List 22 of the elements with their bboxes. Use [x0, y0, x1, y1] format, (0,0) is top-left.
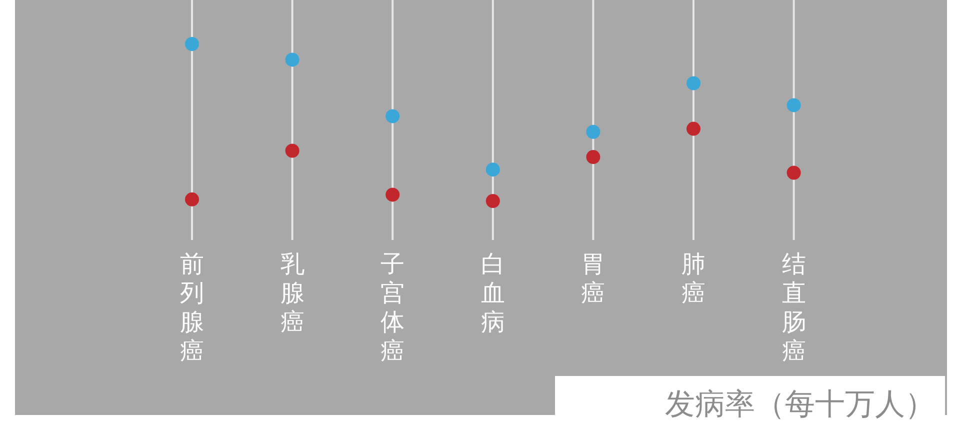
point [586, 124, 600, 139]
x-tick-label: 子宫体癌 [380, 250, 405, 365]
point [486, 194, 500, 208]
point [786, 166, 801, 180]
point [386, 188, 400, 202]
point [386, 109, 400, 124]
point [486, 162, 500, 177]
point [686, 122, 700, 136]
x-tick-label: 肺癌 [682, 250, 706, 307]
x-tick-label: 胃癌 [581, 250, 606, 307]
point [686, 76, 700, 90]
point [185, 37, 199, 51]
x-tick-label: 结直肠癌 [782, 250, 806, 365]
point [586, 150, 600, 164]
x-tick-label: 白血病 [480, 250, 505, 336]
point [185, 192, 199, 206]
point [786, 98, 801, 112]
text: 发病率（每十万人） [665, 387, 935, 422]
point [285, 52, 300, 67]
x-tick-label: 前列腺癌 [180, 250, 204, 365]
x-tick-label: 乳腺癌 [280, 250, 304, 336]
point [285, 144, 300, 158]
